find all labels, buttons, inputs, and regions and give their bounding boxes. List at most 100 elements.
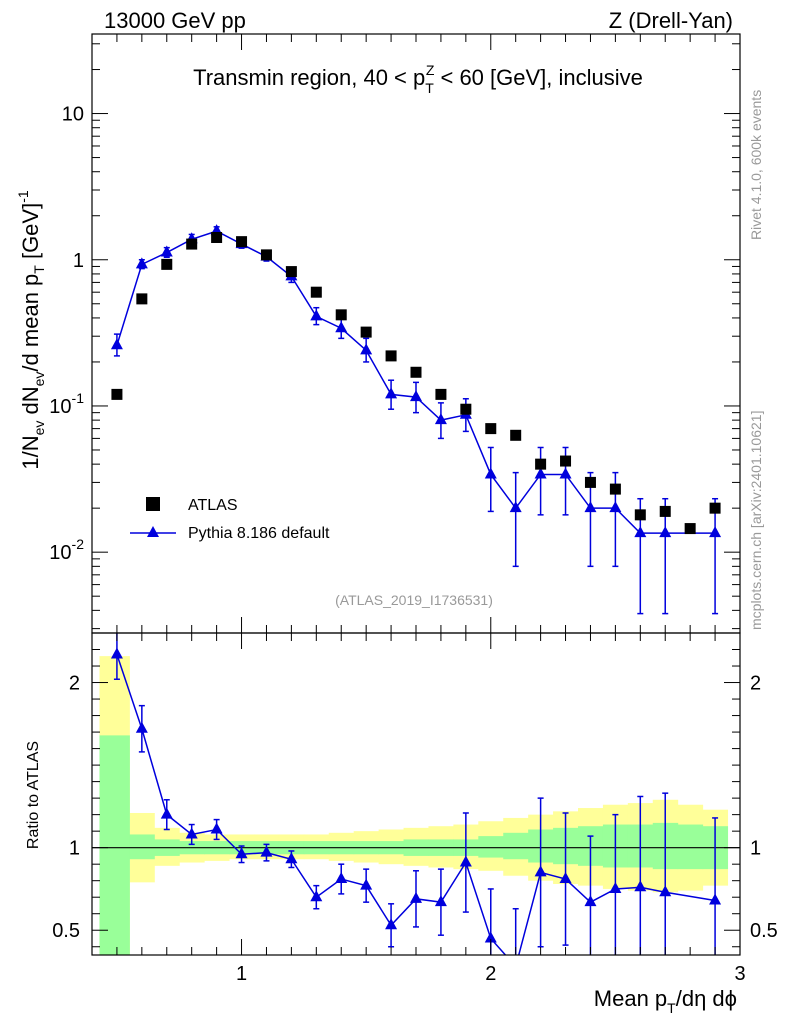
ratio-point [335,872,348,884]
pythia-point [410,390,422,402]
atlas-point [609,483,621,495]
ratio-point [235,847,248,859]
ratio-point [484,931,497,943]
ratio-point [185,827,198,839]
ratio-point [110,647,123,659]
atlas-point [285,266,297,278]
pythia-point [360,343,373,355]
analysis-id: (ATLAS_2019_I1736531) [335,592,493,608]
atlas-point [335,309,347,321]
main-panel: 10-2 10-1 1 10 [49,33,741,634]
atlas-point [634,509,646,521]
ratio-point [559,872,572,884]
atlas-point [360,326,372,338]
pythia-point [335,321,348,333]
atlas-point [236,236,248,248]
ratio-point [160,807,173,819]
pythia-point [659,526,672,538]
ratio-point [609,881,622,893]
main-y-axis-title: 1/Nev dNev/d mean pT [GeV]-1 [15,190,47,470]
pythia-point [385,387,398,399]
x-tick-label: 1 [236,963,247,985]
pythia-point [709,526,722,538]
ratio-point [634,880,647,892]
atlas-point [435,388,447,400]
pythia-point [135,257,148,269]
legend-label-pythia: Pythia 8.186 default [188,525,330,542]
atlas-point [684,523,696,535]
pythia-point [434,413,447,425]
uncertainty-band-inner [677,824,704,870]
atlas-point [659,505,671,517]
ratio-y-tick-label-right: 0.5 [750,920,778,942]
atlas-point [385,350,397,362]
pythia-point [559,467,572,479]
pythia-point [110,338,123,350]
ratio-series [110,633,722,955]
ratio-y-tick-label-right: 2 [750,673,761,695]
header-left: 13000 GeV pp [104,8,246,33]
legend: ATLAS Pythia 8.186 default [130,497,330,542]
plot-subtitle: Transmin region, 40 < pTZ < 60 [GeV], in… [193,62,643,96]
ratio-y-tick-label: 2 [69,673,80,695]
ratio-y-axis-title: Ratio to ATLAS [25,741,42,849]
atlas-point [560,455,572,467]
pythia-point [634,526,647,538]
ratio-point [584,895,597,907]
atlas-point [111,388,123,400]
uncertainty-band-inner [99,735,130,955]
ratio-point [385,918,398,930]
legend-marker-atlas [146,497,160,511]
atlas-point [211,231,223,243]
atlas-point [136,293,148,305]
ratio-point [534,865,547,877]
ratio-point [709,893,722,905]
ratio-point [135,721,148,733]
atlas-point [410,366,422,378]
atlas-point [510,429,522,441]
rivet-label: Rivet 4.1.0, 600k events [748,90,764,240]
uncertainty-band-inner [129,834,155,860]
ratio-point [459,855,472,867]
atlas-point [310,286,322,298]
x-tick-label: 3 [734,963,745,985]
atlas-point [460,403,472,415]
ratio-y-tick-label: 1 [69,838,80,860]
mcplots-label: mcplots.cern.ch [arXiv:2401.10621] [748,411,764,630]
header-right: Z (Drell-Yan) [609,8,733,33]
atlas-point [260,249,272,261]
atlas-point [485,423,497,435]
main-frame [91,33,741,634]
atlas-point [709,502,721,514]
ratio-point [210,822,223,834]
legend-marker-pythia [147,526,159,537]
uncertainty-band-inner [503,832,529,860]
ratio-y-tick-label: 0.5 [52,920,80,942]
ratio-point [310,890,323,902]
pythia-point [484,467,497,479]
pythia-point [310,309,323,321]
ratio-point [260,845,273,857]
main-y-tick-label: 10-1 [49,390,84,418]
atlas-point [535,458,547,470]
ratio-panel: 0.5 0.5 1 1 2 2 1 2 3 [52,632,778,985]
x-axis-title: Mean pT/dη dϕ [594,986,737,1016]
main-y-tick-label: 10 [62,104,84,126]
atlas-point [584,476,596,488]
pythia-point [509,501,522,513]
pythia-point [584,501,597,513]
ratio-y-tick-label-right: 1 [750,838,761,860]
main-y-tick-label: 1 [73,250,84,272]
atlas-point [186,238,198,250]
legend-label-atlas: ATLAS [188,497,238,514]
pythia-point [160,245,173,257]
pythia-point [609,501,622,513]
ratio-point [434,895,447,907]
pythia-point [534,467,547,479]
atlas-point [161,258,173,270]
ratio-point [410,891,422,903]
ratio-point [360,878,373,890]
uncertainty-band-inner [478,836,504,858]
main-y-tick-label: 10-2 [49,536,84,564]
